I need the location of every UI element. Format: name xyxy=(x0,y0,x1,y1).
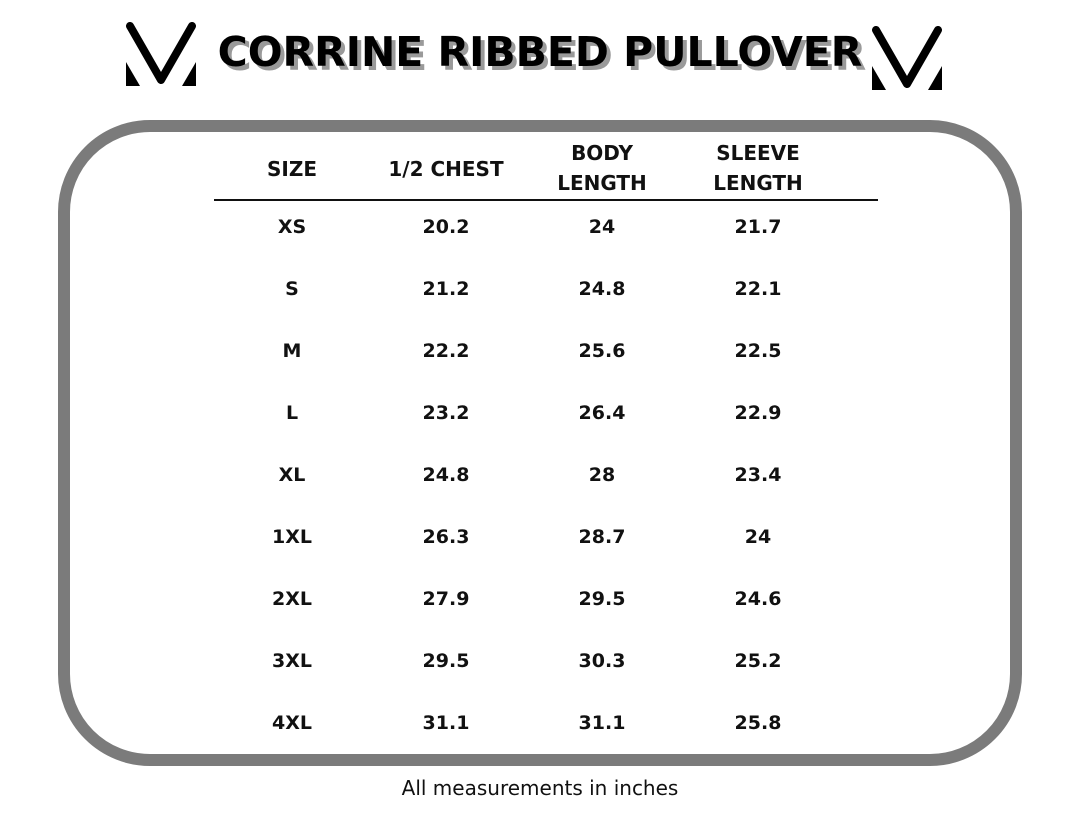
table-cell: 29.5 xyxy=(422,650,470,672)
table-cell: 27.9 xyxy=(422,588,470,610)
table-cell: 22.9 xyxy=(734,402,782,424)
table-cell: XS xyxy=(277,216,307,238)
table-cell: 25.8 xyxy=(734,712,782,734)
table-cell: 21.7 xyxy=(734,216,782,238)
header-divider xyxy=(214,199,878,201)
table-cell: 2XL xyxy=(272,588,312,610)
table-cell: 28 xyxy=(588,464,616,486)
table-cell: 3XL xyxy=(272,650,312,672)
brand-logo-icon xyxy=(126,22,196,86)
header-chest: 1/2 CHEST xyxy=(388,157,504,181)
table-cell: 30.3 xyxy=(578,650,626,672)
table-frame xyxy=(58,120,1022,766)
header-size: SIZE xyxy=(266,157,317,181)
header-body-length: BODY LENGTH xyxy=(557,141,647,195)
table-cell: 24 xyxy=(588,216,616,238)
table-cell: 24.8 xyxy=(422,464,470,486)
page-title: CORRINE RIBBED PULLOVER xyxy=(217,28,863,76)
table-cell: M xyxy=(282,340,302,362)
table-cell: 1XL xyxy=(272,526,312,548)
table-cell: 24.8 xyxy=(578,278,626,300)
table-cell: 29.5 xyxy=(578,588,626,610)
table-cell: 25.6 xyxy=(578,340,626,362)
table-cell: 25.2 xyxy=(734,650,782,672)
table-cell: 22.2 xyxy=(422,340,470,362)
header-sleeve-length: SLEEVE LENGTH xyxy=(713,141,803,195)
table-cell: 23.4 xyxy=(734,464,782,486)
table-cell: 23.2 xyxy=(422,402,470,424)
table-cell: XL xyxy=(278,464,306,486)
footer-note: All measurements in inches xyxy=(401,776,679,800)
table-cell: 31.1 xyxy=(578,712,626,734)
table-cell: S xyxy=(285,278,299,300)
table-cell: L xyxy=(285,402,299,424)
table-cell: 22.1 xyxy=(734,278,782,300)
table-cell: 4XL xyxy=(272,712,312,734)
table-cell: 24 xyxy=(744,526,772,548)
table-cell: 26.3 xyxy=(422,526,470,548)
table-cell: 31.1 xyxy=(422,712,470,734)
table-cell: 21.2 xyxy=(422,278,470,300)
table-cell: 26.4 xyxy=(578,402,626,424)
table-cell: 28.7 xyxy=(578,526,626,548)
brand-logo-icon xyxy=(872,26,942,90)
table-cell: 22.5 xyxy=(734,340,782,362)
table-cell: 24.6 xyxy=(734,588,782,610)
table-cell: 20.2 xyxy=(422,216,470,238)
